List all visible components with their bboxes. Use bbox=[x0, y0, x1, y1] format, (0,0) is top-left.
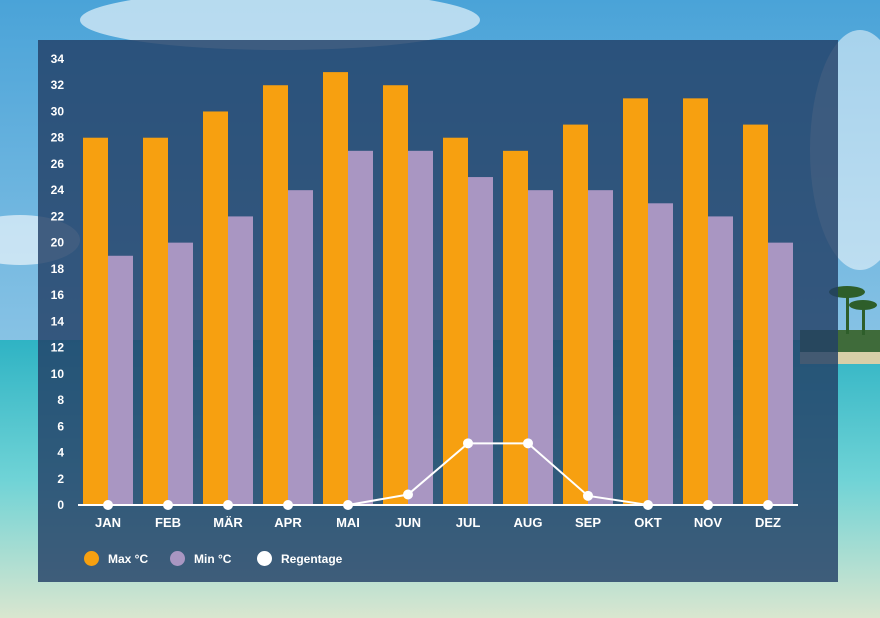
y-tick-label: 10 bbox=[51, 367, 65, 381]
x-tick-label: JUN bbox=[395, 515, 421, 530]
x-tick-label: SEP bbox=[575, 515, 601, 530]
bar-max bbox=[623, 98, 648, 506]
bar-min bbox=[588, 190, 613, 506]
bar-min bbox=[768, 242, 793, 505]
y-tick-label: 20 bbox=[51, 236, 65, 250]
y-tick-label: 2 bbox=[57, 472, 64, 486]
x-tick-label: DEZ bbox=[755, 515, 781, 530]
y-tick-label: 26 bbox=[51, 157, 65, 171]
bar-max bbox=[503, 150, 528, 505]
rain-point bbox=[643, 500, 653, 510]
rain-point bbox=[523, 438, 533, 449]
bar-min bbox=[168, 242, 193, 505]
rain-point bbox=[103, 500, 113, 510]
y-tick-label: 14 bbox=[51, 314, 65, 328]
bar-min bbox=[468, 177, 493, 505]
bar-min bbox=[528, 190, 553, 506]
bar-max bbox=[683, 98, 708, 506]
bar-min bbox=[648, 203, 673, 505]
rain-point bbox=[763, 500, 773, 510]
bar-max bbox=[383, 85, 408, 505]
y-tick-label: 4 bbox=[57, 446, 64, 460]
bar-max bbox=[143, 137, 168, 506]
bar-max bbox=[83, 137, 108, 506]
y-tick-label: 16 bbox=[51, 288, 65, 302]
bar-max bbox=[743, 124, 768, 506]
y-tick-label: 12 bbox=[51, 341, 65, 355]
y-tick-label: 34 bbox=[51, 52, 65, 66]
x-tick-label: JUL bbox=[456, 515, 481, 530]
bar-max bbox=[263, 85, 288, 505]
x-tick-label: JAN bbox=[95, 515, 121, 530]
palm-tree-icon bbox=[829, 286, 877, 335]
y-tick-label: 6 bbox=[57, 419, 64, 433]
bar-max bbox=[323, 72, 348, 505]
rain-point bbox=[163, 500, 173, 510]
rain-point bbox=[703, 500, 713, 510]
bar-max bbox=[563, 124, 588, 506]
bar-min bbox=[108, 255, 133, 505]
rain-point bbox=[343, 500, 353, 510]
x-tick-label: NOV bbox=[694, 515, 723, 530]
bar-min bbox=[348, 150, 373, 505]
rain-point bbox=[463, 438, 473, 449]
y-tick-label: 8 bbox=[57, 393, 64, 407]
x-tick-label: FEB bbox=[155, 515, 181, 530]
bar-max bbox=[203, 111, 228, 506]
x-tick-label: AUG bbox=[514, 515, 543, 530]
x-tick-label: MÄR bbox=[213, 515, 243, 530]
y-tick-label: 32 bbox=[51, 78, 65, 92]
y-tick-label: 22 bbox=[51, 209, 65, 223]
y-tick-label: 18 bbox=[51, 262, 65, 276]
bar-min bbox=[228, 216, 253, 506]
rain-line bbox=[108, 442, 768, 506]
y-tick-label: 0 bbox=[57, 498, 64, 512]
bar-min bbox=[288, 190, 313, 506]
x-tick-label: APR bbox=[274, 515, 302, 530]
y-tick-label: 24 bbox=[51, 183, 65, 197]
x-tick-label: OKT bbox=[634, 515, 662, 530]
y-tick-label: 30 bbox=[51, 104, 65, 118]
y-tick-label: 28 bbox=[51, 131, 65, 145]
rain-point bbox=[223, 500, 233, 510]
rain-point bbox=[583, 490, 593, 501]
bar-min bbox=[708, 216, 733, 506]
rain-point bbox=[283, 500, 293, 510]
x-tick-label: MAI bbox=[336, 515, 360, 530]
bar-max bbox=[443, 137, 468, 506]
bar-min bbox=[408, 150, 433, 505]
rain-point bbox=[403, 489, 413, 500]
